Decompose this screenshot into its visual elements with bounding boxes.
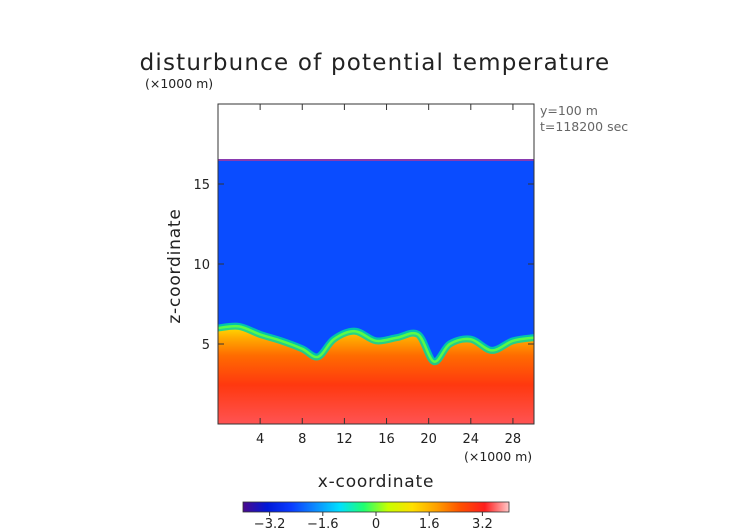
colorbar-tick-label: 1.6 [419, 517, 440, 532]
x-tick-label: 16 [378, 432, 395, 447]
y-axis-label: z-coordinate [165, 208, 185, 323]
colorbar-tick-label: −1.6 [307, 517, 339, 532]
plot-area [217, 103, 535, 425]
field-lower-layer [218, 326, 534, 424]
x-axis: 4 8 12 16 20 24 28 [256, 104, 521, 447]
x-tick-label: 12 [336, 432, 353, 447]
field-interface-edge [218, 324, 534, 363]
y-tick-label: 10 [193, 258, 210, 273]
y-axis: 5 10 15 [193, 178, 534, 353]
x-axis-label: x-coordinate [318, 472, 434, 492]
colorbar-tick-label: −3.2 [254, 517, 286, 532]
x-tick-label: 24 [463, 432, 480, 447]
colorbar-ticks: −3.2 −1.6 0 1.6 3.2 [254, 512, 493, 532]
chart-title: disturbunce of potential temperature [140, 50, 611, 76]
annotation-y-position: y=100 m [540, 103, 598, 118]
x-tick-label: 20 [420, 432, 437, 447]
x-tick-label: 28 [505, 432, 522, 447]
colorbar: −3.2 −1.6 0 1.6 3.2 [242, 501, 510, 532]
annotation-time: t=118200 sec [540, 119, 628, 134]
field-blank-region [218, 104, 534, 160]
colorbar-tick-label: 3.2 [472, 517, 493, 532]
x-tick-label: 8 [298, 432, 306, 447]
colorbar-strip [242, 501, 510, 513]
y-unit-label: (×1000 m) [145, 76, 213, 91]
x-unit-label: (×1000 m) [464, 449, 532, 464]
y-tick-label: 15 [193, 178, 210, 193]
colorbar-tick-label: 0 [372, 517, 380, 532]
y-tick-label: 5 [202, 338, 210, 353]
x-tick-label: 4 [256, 432, 264, 447]
